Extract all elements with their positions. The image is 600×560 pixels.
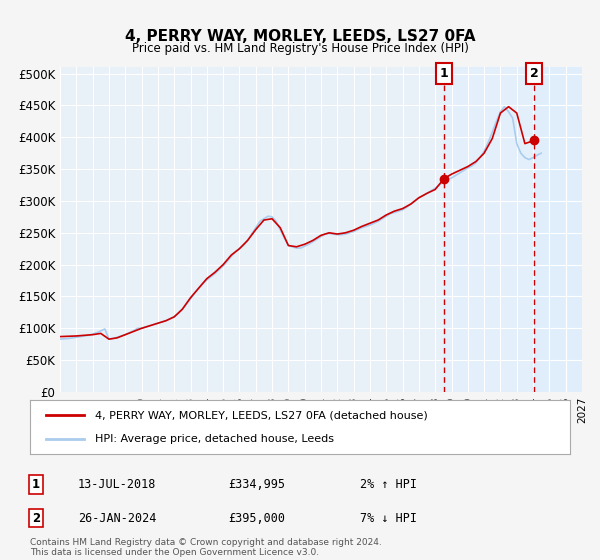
- Text: £395,000: £395,000: [228, 511, 285, 525]
- Text: 2% ↑ HPI: 2% ↑ HPI: [360, 478, 417, 491]
- Text: 4, PERRY WAY, MORLEY, LEEDS, LS27 0FA: 4, PERRY WAY, MORLEY, LEEDS, LS27 0FA: [125, 29, 475, 44]
- Text: Contains HM Land Registry data © Crown copyright and database right 2024.
This d: Contains HM Land Registry data © Crown c…: [30, 538, 382, 557]
- Bar: [534, 67, 582, 392]
- Text: 13-JUL-2018: 13-JUL-2018: [78, 478, 157, 491]
- Text: 7% ↓ HPI: 7% ↓ HPI: [360, 511, 417, 525]
- Bar: [444, 67, 534, 392]
- Text: 2: 2: [530, 67, 539, 80]
- Text: 1: 1: [32, 478, 40, 491]
- Text: HPI: Average price, detached house, Leeds: HPI: Average price, detached house, Leed…: [95, 433, 334, 444]
- Text: £334,995: £334,995: [228, 478, 285, 491]
- Text: 4, PERRY WAY, MORLEY, LEEDS, LS27 0FA (detached house): 4, PERRY WAY, MORLEY, LEEDS, LS27 0FA (d…: [95, 410, 428, 421]
- Text: 2: 2: [32, 511, 40, 525]
- Text: 1: 1: [440, 67, 448, 80]
- Text: Price paid vs. HM Land Registry's House Price Index (HPI): Price paid vs. HM Land Registry's House …: [131, 42, 469, 55]
- Text: 26-JAN-2024: 26-JAN-2024: [78, 511, 157, 525]
